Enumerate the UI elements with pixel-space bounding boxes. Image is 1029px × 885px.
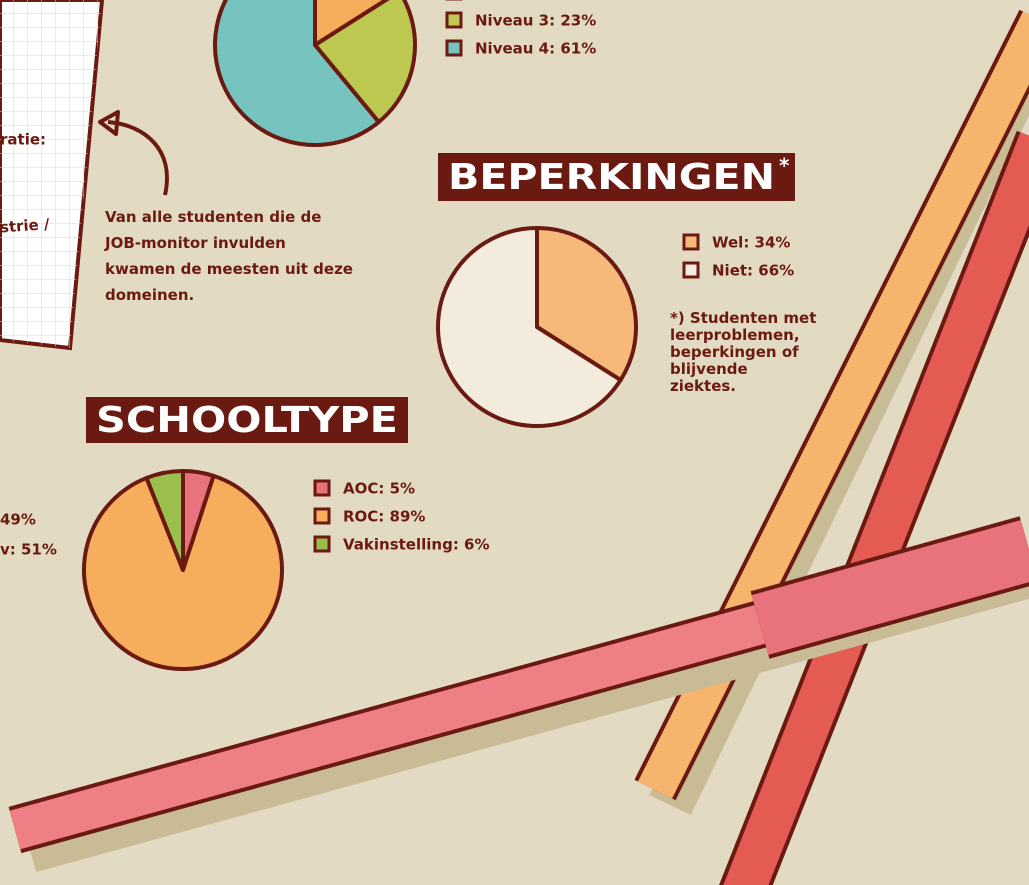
legend-swatch [315, 537, 329, 551]
legend-label: Niveau 3: 23% [475, 12, 596, 30]
chart-title: BEPERKINGEN [448, 157, 775, 198]
legend-swatch [447, 13, 461, 27]
title-mark: * [779, 154, 790, 178]
chart-title: SCHOOLTYPE [96, 400, 398, 441]
legend-label: AOC: 5% [343, 480, 415, 498]
legend-swatch [447, 41, 461, 55]
cropped-text: v: 51% [0, 541, 57, 559]
legend-label: ROC: 89% [343, 508, 425, 526]
legend-swatch [315, 481, 329, 495]
cropped-text: ratie: [0, 131, 46, 149]
legend-label: Niet: 66% [712, 262, 794, 280]
legend-label: Vakinstelling: 6% [343, 536, 490, 554]
legend-swatch [684, 263, 698, 277]
cropped-text: strie / [0, 215, 51, 236]
cropped-text: 49% [0, 511, 36, 529]
legend-label: Niveau 4: 61% [475, 40, 596, 58]
infographic: ratie: strie / 49% v: 51% Van alle stude… [0, 0, 1029, 885]
legend-label: Wel: 34% [712, 234, 790, 252]
legend-swatch [684, 235, 698, 249]
legend-swatch [315, 509, 329, 523]
page: ratie: strie / 49% v: 51% Van alle stude… [0, 0, 1029, 885]
